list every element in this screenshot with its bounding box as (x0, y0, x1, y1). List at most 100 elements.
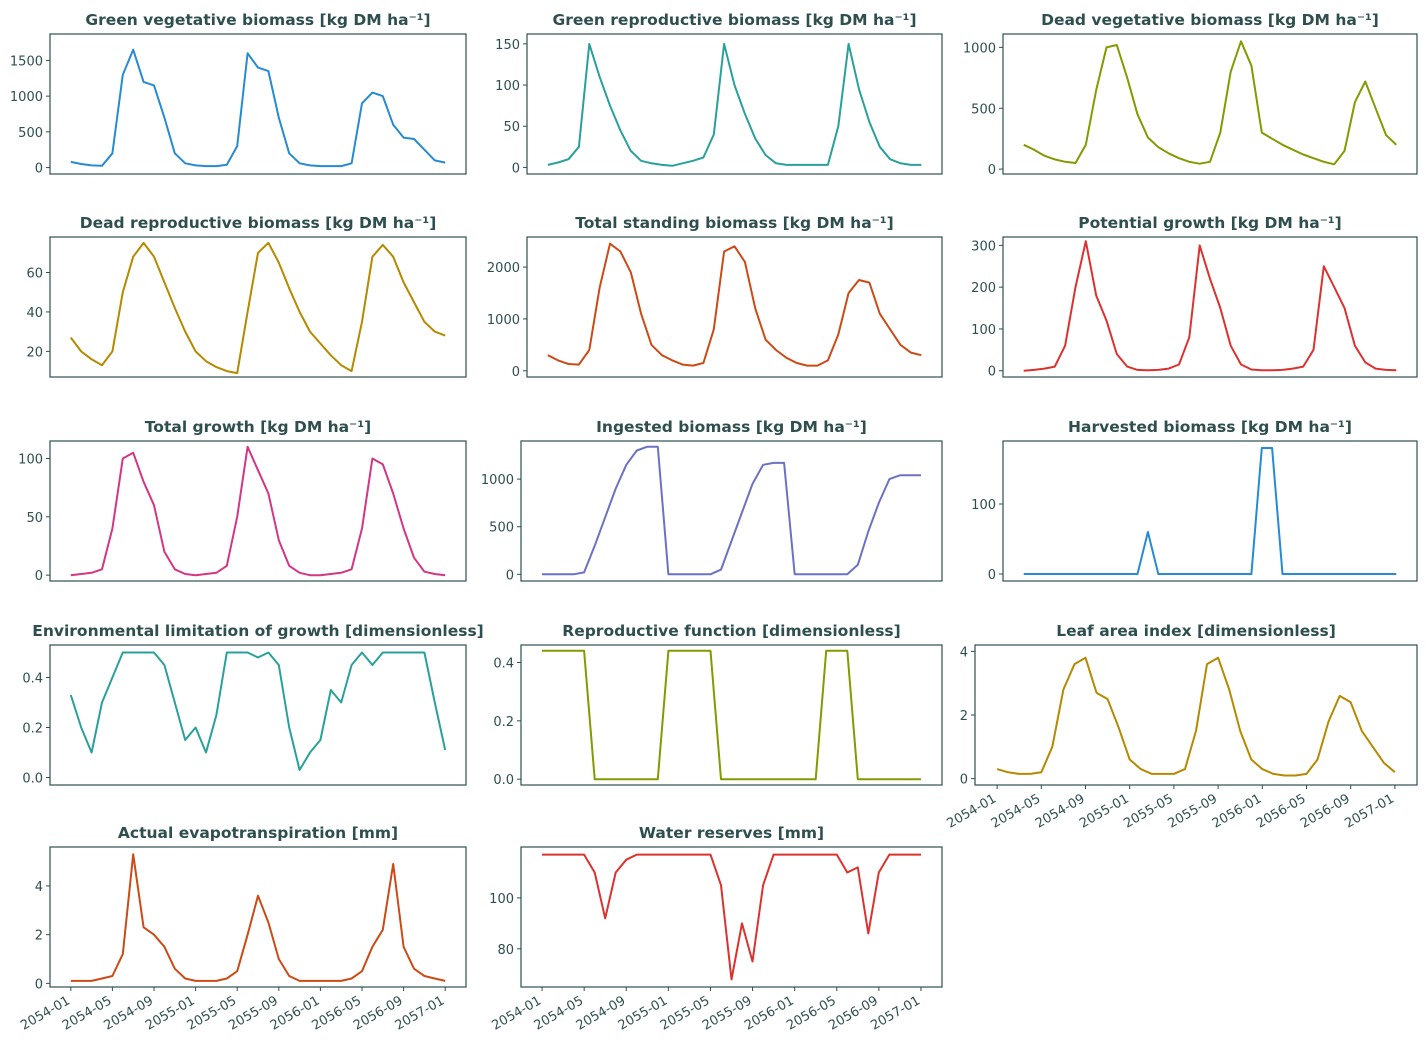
subplot-title: Leaf area index [dimensionless] (1056, 622, 1336, 640)
y-tick-label: 50 (503, 120, 520, 135)
series-line (70, 445, 446, 577)
subplot-title: Actual evapotranspiration [mm] (118, 824, 398, 842)
subplot-title: Water reserves [mm] (639, 824, 824, 842)
x-tick-label: 2056-09 (1298, 791, 1353, 831)
x-tick-label: 2054-09 (1033, 791, 1088, 831)
y-tick-label: 100 (18, 453, 43, 468)
plot-frame (49, 33, 467, 175)
subplot: Green reproductive biomass [kg DM ha⁻¹] 0… (495, 11, 943, 176)
plot-frame (1002, 33, 1418, 175)
subplot: Total standing biomass [kg DM ha⁻¹] 0 1000… (487, 214, 943, 380)
series-line (70, 48, 446, 168)
y-tick-label: 0 (35, 162, 43, 177)
y-tick-label: 4 (960, 645, 968, 660)
y-tick-label: 2 (960, 709, 968, 724)
plot-frame (49, 440, 467, 582)
y-tick-label: 0 (512, 365, 520, 380)
y-tick-label: 0.0 (22, 772, 43, 787)
subplot: Leaf area index [dimensionless] 0 2 4 2054-0… (945, 622, 1418, 832)
series-line (70, 853, 446, 982)
subplot-title: Harvested biomass [kg DM ha⁻¹] (1068, 418, 1352, 436)
y-tick-label: 0 (35, 977, 43, 992)
subplot: Dead vegetative biomass [kg DM ha⁻¹] 0 500… (963, 11, 1418, 178)
y-tick-label: 0.2 (493, 715, 514, 730)
x-tick-label: 2055-01 (1077, 791, 1132, 831)
y-tick-label: 1000 (963, 41, 996, 56)
subplot: Actual evapotranspiration [mm]0242054-01… (18, 824, 467, 1034)
series-line (547, 42, 922, 167)
plot-frame (520, 846, 943, 988)
subplot: Water reserves [mm]801002054-012054-0520… (489, 824, 943, 1034)
plot-frame (526, 33, 943, 175)
series-line (547, 242, 922, 367)
plot-frame (1002, 236, 1418, 378)
series-line (996, 656, 1396, 777)
y-tick-label: 100 (489, 892, 514, 907)
series-line (1023, 40, 1397, 166)
subplot-title: Dead reproductive biomass [kg DM ha⁻¹] (80, 214, 437, 232)
x-tick-label: 2056-01 (1210, 791, 1265, 831)
plot-frame (974, 644, 1418, 786)
series-line (69, 651, 447, 771)
y-tick-label: 50 (26, 511, 43, 526)
plot-frame (520, 440, 943, 582)
y-tick-label: 100 (971, 498, 996, 513)
y-tick-label: 300 (971, 239, 996, 254)
series-line (1023, 240, 1397, 372)
x-tick-label: 2057-01 (1342, 791, 1397, 831)
y-tick-label: 0.0 (493, 773, 514, 788)
y-tick-label: 100 (495, 79, 520, 94)
series-line (1023, 447, 1397, 575)
plot-frame (526, 236, 943, 378)
y-tick-label: 0 (988, 365, 996, 380)
y-tick-label: 0 (512, 161, 520, 176)
y-tick-label: 40 (26, 306, 43, 321)
y-tick-label: 500 (18, 126, 43, 141)
subplot-title: Green reproductive biomass [kg DM ha⁻¹] (552, 11, 916, 29)
y-tick-label: 20 (26, 345, 43, 360)
subplot-title: Dead vegetative biomass [kg DM ha⁻¹] (1041, 11, 1379, 29)
y-tick-label: 500 (971, 102, 996, 117)
y-tick-label: 0 (988, 568, 996, 583)
subplot: Harvested biomass [kg DM ha⁻¹] 0 100 (971, 418, 1418, 583)
plot-frame (49, 846, 467, 988)
series-line (542, 649, 921, 781)
subplot: Green vegetative biomass [kg DM ha⁻¹] 0 50… (10, 11, 467, 177)
subplot: Ingested biomass [kg DM ha⁻¹] 0 500 1000 (481, 418, 943, 583)
y-tick-label: 1000 (487, 313, 520, 328)
subplot-title: Green vegetative biomass [kg DM ha⁻¹] (85, 11, 430, 29)
y-tick-label: 150 (495, 38, 520, 53)
x-tick-label: 2056-05 (1254, 791, 1309, 831)
y-tick-label: 200 (971, 281, 996, 296)
x-tick-label: 2055-05 (1121, 791, 1176, 831)
y-tick-label: 0 (960, 773, 968, 788)
series-line (542, 445, 921, 576)
subplot: Total growth [kg DM ha⁻¹] 0 50 100 (18, 418, 467, 584)
subplot-title: Total standing biomass [kg DM ha⁻¹] (575, 214, 893, 232)
y-tick-label: 2 (35, 929, 43, 944)
subplot-title: Ingested biomass [kg DM ha⁻¹] (596, 418, 867, 436)
y-tick-label: 0 (506, 568, 514, 583)
y-tick-label: 1500 (10, 54, 43, 69)
y-tick-label: 2000 (487, 261, 520, 276)
subplot-title: Total growth [kg DM ha⁻¹] (145, 418, 371, 436)
y-tick-label: 80 (497, 943, 514, 958)
y-tick-label: 500 (489, 521, 514, 536)
x-tick-label: 2055-09 (1166, 791, 1221, 831)
series-line (70, 241, 446, 375)
series-line (542, 853, 921, 981)
subplot-title: Reproductive function [dimensionless] (562, 622, 900, 640)
y-tick-label: 1000 (10, 90, 43, 105)
subplot: Reproductive function [dimensionless] 0.0… (493, 622, 943, 788)
y-tick-label: 4 (35, 880, 43, 895)
y-tick-label: 0.4 (22, 672, 43, 687)
subplot: Dead reproductive biomass [kg DM ha⁻¹] 20… (26, 214, 467, 378)
x-tick-label: 2054-01 (945, 791, 1000, 831)
y-tick-label: 1000 (481, 473, 514, 488)
plot-frame (520, 644, 943, 786)
y-tick-label: 0 (35, 569, 43, 584)
subplot-title: Potential growth [kg DM ha⁻¹] (1078, 214, 1342, 232)
subplot: Potential growth [kg DM ha⁻¹] 0 100 200 300 (971, 214, 1418, 380)
x-tick-label: 2054-05 (989, 791, 1044, 831)
